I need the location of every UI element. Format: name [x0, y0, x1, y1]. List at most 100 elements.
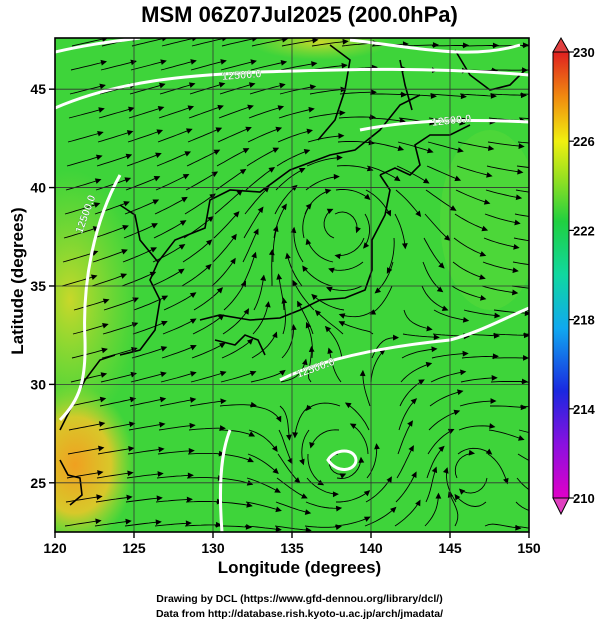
- page-title: MSM 06Z07Jul2025 (200.0hPa): [141, 2, 458, 27]
- streamline: [187, 127, 222, 143]
- streamline: [271, 249, 273, 286]
- arrow-head-icon: [308, 345, 315, 352]
- arrow-head-icon: [97, 470, 104, 476]
- arrow-head-icon: [247, 456, 254, 463]
- arrow-head-icon: [243, 308, 250, 315]
- streamline: [401, 44, 439, 47]
- streamline: [277, 453, 301, 483]
- arrow-head-icon: [98, 421, 106, 427]
- streamline: [307, 453, 324, 486]
- streamline: [188, 427, 225, 431]
- streamline: [367, 141, 404, 151]
- streamline: [427, 429, 454, 455]
- arrow-head-icon: [190, 59, 197, 65]
- arrow-head-icon: [355, 226, 361, 234]
- arrow-head-icon: [215, 127, 223, 133]
- arrow-head-icon: [462, 317, 470, 323]
- y-tick-label: 45: [30, 81, 46, 97]
- arrow-head-icon: [275, 506, 282, 513]
- streamline: [99, 398, 136, 407]
- arrow-head-icon: [339, 110, 346, 116]
- arrow-head-icon: [95, 518, 102, 525]
- streamline: [71, 348, 108, 359]
- arrow-head-icon: [490, 93, 497, 99]
- streamline: [326, 285, 363, 291]
- x-axis-label: Longitude (degrees): [217, 558, 382, 577]
- arrow-head-icon: [220, 398, 227, 405]
- colorbar-tick-label: 230: [573, 45, 595, 60]
- warm-region-north: [250, 38, 390, 60]
- arrow-head-icon: [161, 320, 168, 327]
- streamline: [65, 179, 101, 191]
- arrow-head-icon: [97, 130, 104, 137]
- arrow-head-icon: [160, 59, 167, 65]
- arrow-head-icon: [363, 242, 370, 249]
- arrow-head-icon: [159, 421, 166, 428]
- arrow-head-icon: [431, 346, 438, 353]
- streamline: [294, 405, 311, 438]
- streamline: [396, 445, 414, 479]
- streamline: [428, 410, 460, 431]
- arrow-head-icon: [493, 332, 501, 339]
- arrow-head-icon: [209, 193, 216, 200]
- arrow-head-icon: [422, 177, 430, 184]
- arrow-head-icon: [415, 499, 421, 507]
- streamline: [518, 429, 529, 433]
- arrow-head-icon: [126, 494, 133, 501]
- arrow-head-icon: [272, 467, 279, 474]
- arrow-head-icon: [160, 371, 167, 378]
- streamline: [193, 287, 223, 311]
- arrow-head-icon: [332, 491, 339, 498]
- arrow-head-icon: [190, 371, 197, 377]
- streamline: [448, 492, 459, 527]
- arrow-head-icon: [544, 264, 549, 268]
- streamline: [451, 285, 486, 300]
- streamline: [190, 371, 226, 383]
- streamline: [185, 500, 223, 503]
- arrow-head-icon: [503, 477, 509, 485]
- streamline: [275, 501, 311, 514]
- streamline: [293, 227, 304, 263]
- streamline: [281, 39, 318, 47]
- streamline: [401, 348, 437, 359]
- arrow-head-icon: [447, 491, 454, 498]
- arrow-head-icon: [305, 238, 312, 246]
- arrow-head-icon: [121, 249, 128, 255]
- arrow-head-icon: [186, 128, 193, 134]
- streamline: [516, 165, 529, 168]
- streamline: [98, 422, 135, 431]
- arrow-head-icon: [186, 496, 193, 503]
- arrow-head-icon: [190, 345, 197, 351]
- arrow-head-icon: [407, 420, 413, 427]
- arrow-head-icon: [339, 473, 347, 479]
- arrow-head-icon: [181, 196, 188, 203]
- streamline: [94, 201, 130, 215]
- arrow-head-icon: [290, 226, 297, 234]
- streamline: [394, 213, 406, 249]
- arrow-head-icon: [363, 490, 371, 497]
- arrow-head-icon: [453, 409, 461, 416]
- streamline: [212, 234, 237, 263]
- x-tick-label: 130: [201, 540, 225, 556]
- streamline: [452, 261, 485, 279]
- arrow-head-icon: [155, 152, 162, 159]
- streamline: [336, 490, 370, 503]
- streamline: [280, 359, 307, 383]
- arrow-head-icon: [185, 520, 192, 527]
- arrow-head-icon: [178, 268, 185, 275]
- arrow-head-icon: [431, 466, 438, 474]
- streamline: [189, 83, 225, 95]
- arrow-head-icon: [274, 487, 281, 493]
- arrow-head-icon: [433, 334, 440, 340]
- streamline: [158, 424, 195, 431]
- streamline: [481, 285, 518, 294]
- streamline: [102, 322, 138, 335]
- warm-region-west: [55, 170, 140, 430]
- streamline: [306, 157, 342, 167]
- arrow-head-icon: [292, 279, 298, 287]
- streamline: [307, 135, 344, 143]
- arrow-head-icon: [438, 262, 445, 269]
- streamline: [454, 213, 488, 231]
- arrow-head-icon: [156, 495, 163, 502]
